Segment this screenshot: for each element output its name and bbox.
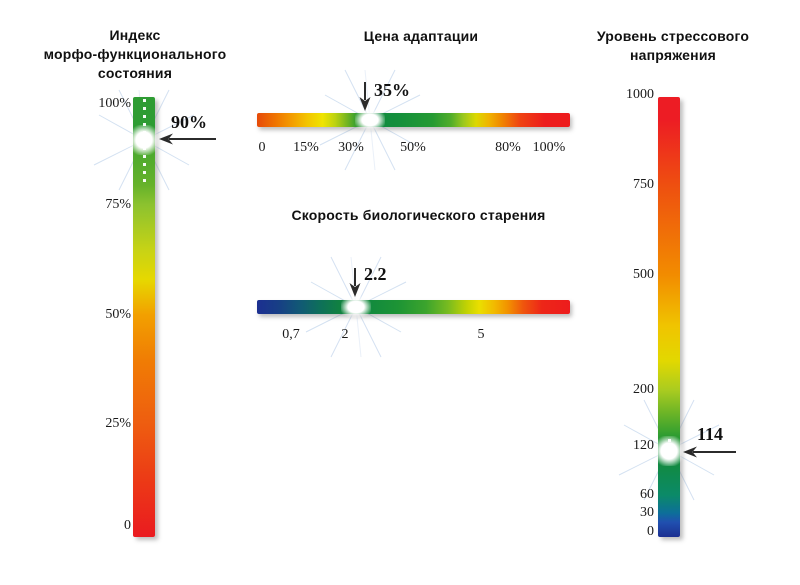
aging-tick: 5 (477, 327, 485, 342)
mfs-tick: 100% (98, 96, 131, 111)
stress-tick: 0 (647, 524, 654, 539)
stress-title: Уровень стрессового напряжения (596, 28, 750, 63)
mfs-tick: 50% (105, 307, 131, 322)
stress-tick: 500 (633, 267, 654, 282)
left-arrow-icon (683, 446, 736, 458)
adaptation-tick: 0 (258, 140, 266, 155)
adaptation-marker-gap (355, 109, 385, 131)
aging-tick: 2 (341, 327, 349, 342)
left-arrow-icon (159, 133, 216, 145)
adaptation-tick: 50% (400, 140, 426, 155)
mfs-tick: 75% (105, 197, 131, 212)
adaptation-tick: 80% (495, 140, 521, 155)
mfs-tick: 25% (105, 416, 131, 431)
stress-tick: 60 (640, 487, 654, 502)
down-arrow-icon (349, 268, 361, 297)
aging-marker-gap (341, 296, 371, 318)
aging-marker-value: 2.2 (364, 264, 387, 284)
mfs-title: Индекс морфо-функционального состояния (43, 27, 227, 81)
mfs-marker-gap (129, 125, 159, 155)
adaptation-tick: 30% (338, 140, 364, 155)
mfs-scale-bar (129, 97, 159, 537)
stress-marker-value: 114 (697, 424, 724, 444)
stress-tick: 120 (633, 438, 654, 453)
adaptation-tick: 100% (532, 140, 566, 155)
mfs-marker-value: 90% (171, 112, 207, 132)
adaptation-tick: 15% (293, 140, 319, 155)
mfs-tick: 0 (124, 518, 131, 533)
adaptation-title: Цена адаптации (363, 28, 479, 44)
adaptation-marker-value: 35% (374, 80, 410, 100)
stress-scale-bar (654, 97, 684, 537)
stress-tick: 200 (633, 382, 654, 397)
aging-tick: 0,7 (282, 327, 300, 342)
stress-tick: 750 (633, 177, 654, 192)
adaptation-scale-bar (257, 109, 570, 131)
aging-title: Скорость биологического старения (291, 207, 546, 223)
stress-marker-dashes (667, 439, 671, 463)
stress-tick: 1000 (626, 87, 654, 102)
stress-tick: 30 (640, 505, 654, 520)
down-arrow-icon (359, 82, 371, 111)
aging-scale-bar (257, 296, 570, 318)
